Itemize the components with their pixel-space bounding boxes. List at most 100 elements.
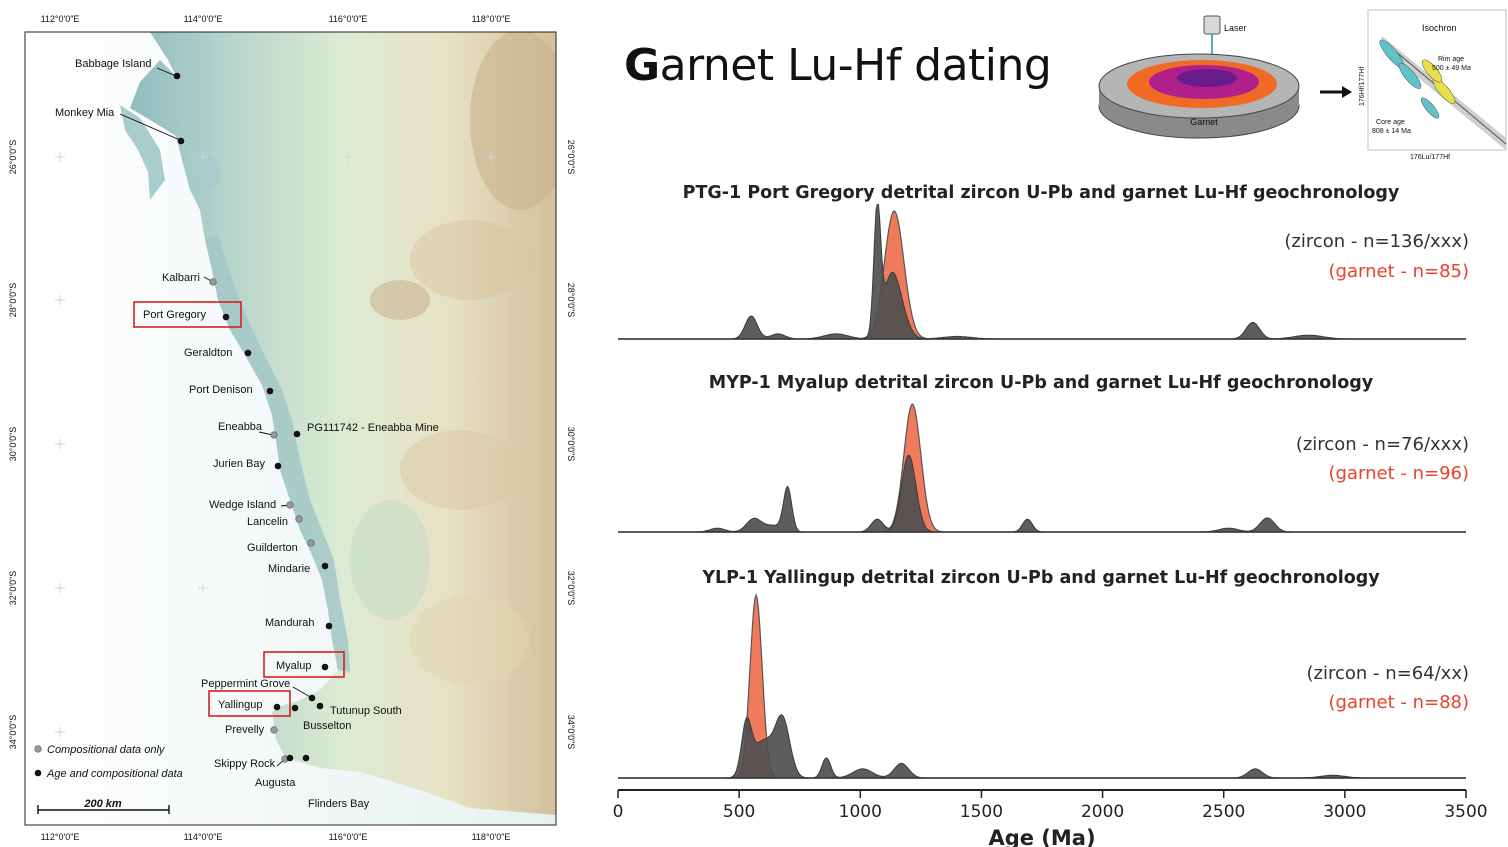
lat-tick-left: 26°0'0"S — [8, 140, 18, 175]
garnet-count: (garnet - n=88) — [1329, 692, 1469, 713]
core-age-value: 808 ± 14 Ma — [1372, 128, 1411, 135]
site-label: Mandurah — [265, 617, 315, 629]
density-panel-ptg1: PTG-1 Port Gregory detrital zircon U-Pb … — [618, 183, 1469, 340]
scale-label: 200 km — [83, 798, 122, 810]
site-label: Augusta — [255, 777, 296, 789]
site-label: Kalbarri — [162, 272, 200, 284]
zircon-count: (zircon - n=76/xxx) — [1296, 434, 1469, 455]
site-dot-myalup — [321, 663, 329, 671]
panel-title: PTG-1 Port Gregory detrital zircon U-Pb … — [683, 183, 1400, 203]
site-label: Myalup — [276, 660, 311, 672]
site-label: PG111742 - Eneabba Mine — [307, 422, 439, 434]
zircon-density-curve — [618, 714, 1466, 779]
site-dot-kalbarri — [209, 278, 217, 286]
legend-grey-dot — [34, 745, 42, 753]
legend-black-label: Age and compositional data — [46, 768, 183, 780]
arrow-head — [1342, 86, 1352, 98]
legend-black-dot — [34, 769, 42, 777]
lon-tick-top: 112°0'0"E — [41, 14, 80, 24]
slide-title: Garnet Lu-Hf dating — [624, 40, 1052, 91]
title-initial: G — [624, 40, 660, 91]
x-tick-label: 2500 — [1202, 802, 1245, 822]
lu-hf-method-inset: Laser Garnet Isochron Rim age 500 ± 49 M… — [1098, 9, 1507, 161]
site-label: Monkey Mia — [55, 107, 115, 119]
core-ellipse — [1420, 97, 1440, 119]
isochron-y-label: 176Hf/177Hf — [1359, 67, 1366, 106]
x-tick-label: 3500 — [1444, 802, 1487, 822]
site-label: Port Gregory — [143, 309, 206, 321]
lat-tick-left: 28°0'0"S — [8, 283, 18, 318]
site-dot-prevelly — [270, 726, 278, 734]
laser-label: Laser — [1224, 23, 1247, 33]
density-panel-myp1: MYP-1 Myalup detrital zircon U-Pb and ga… — [618, 373, 1469, 533]
site-location-map: 112°0'0"E 114°0'0"E 116°0'0"E 118°0'0"E … — [8, 14, 576, 842]
site-dot-geraldton — [244, 349, 252, 357]
lat-tick-right: 28°0'0"S — [566, 283, 576, 318]
site-dot-busselton — [291, 704, 299, 712]
site-dot-lancelin — [295, 515, 303, 523]
garnet-count: (garnet - n=96) — [1329, 463, 1469, 484]
lat-tick-right: 26°0'0"S — [566, 140, 576, 175]
site-label: Peppermint Grove — [201, 678, 290, 690]
rim-age-label: Rim age — [1438, 56, 1464, 63]
site-label: Prevelly — [225, 724, 265, 736]
site-label: Tutunup South — [330, 705, 402, 717]
lat-tick-right: 34°0'0"S — [566, 715, 576, 750]
lon-tick-top: 118°0'0"E — [472, 14, 511, 24]
x-tick-label: 3000 — [1323, 802, 1366, 822]
site-label: Eneabba — [218, 421, 263, 433]
legend-grey-label: Compositional data only — [47, 744, 166, 756]
upland-region — [470, 32, 556, 210]
upland-region — [400, 430, 520, 510]
site-label: Yallingup — [218, 699, 262, 711]
site-dot-port-denison — [266, 387, 274, 395]
lat-tick-left: 32°0'0"S — [8, 571, 18, 606]
site-dot-mandurah — [325, 622, 333, 630]
site-dot-flinders-bay — [302, 754, 310, 762]
x-tick-label: 2000 — [1081, 802, 1124, 822]
site-dot-eneabba — [270, 431, 278, 439]
lon-tick-top: 114°0'0"E — [184, 14, 223, 24]
coastal-plain — [205, 235, 350, 672]
garnet-inner — [1177, 69, 1237, 87]
panel-title: YLP-1 Yallingup detrital zircon U-Pb and… — [701, 568, 1380, 588]
map-frame — [24, 31, 557, 826]
site-dot-mindarie — [321, 562, 329, 570]
x-axis: 0 500 1000 1500 2000 2500 3000 3500 Age (Ma) — [613, 789, 1488, 847]
site-dot-guilderton — [307, 539, 315, 547]
rim-ellipse — [1421, 59, 1443, 83]
upland-region — [410, 595, 530, 685]
upland-region — [350, 500, 430, 620]
peninsula — [120, 105, 165, 200]
isochron-title: Isochron — [1422, 23, 1457, 33]
site-dot-tutunup-south — [316, 702, 324, 710]
x-tick-label: 1000 — [839, 802, 882, 822]
site-dot-babbage-island — [173, 72, 181, 80]
map-panel: 112°0'0"E 114°0'0"E 116°0'0"E 118°0'0"E … — [0, 0, 600, 847]
lon-tick-bottom: 116°0'0"E — [329, 832, 368, 842]
lat-tick-left: 30°0'0"S — [8, 427, 18, 462]
highlight-box-yallingup — [208, 690, 291, 717]
site-label: Flinders Bay — [308, 798, 370, 810]
laser-icon — [1203, 15, 1221, 35]
site-dot-jurien-bay — [274, 462, 282, 470]
graticule — [55, 152, 496, 737]
x-tick-label: 0 — [613, 802, 624, 822]
site-label: Babbage Island — [75, 58, 151, 70]
upland-region — [410, 220, 530, 300]
x-tick-label: 500 — [723, 802, 755, 822]
zircon-count: (zircon - n=136/xxx) — [1284, 231, 1469, 252]
site-labels: Babbage Island Monkey Mia Kalbarri Port … — [55, 58, 439, 810]
site-dot-port-gregory — [222, 313, 230, 321]
site-label: Mindarie — [268, 563, 310, 575]
highlight-box-port-gregory — [133, 301, 242, 328]
upland-region — [370, 280, 430, 320]
site-dot-peppermint-grove — [308, 694, 316, 702]
site-label: Lancelin — [247, 516, 288, 528]
site-markers — [173, 72, 333, 763]
lat-tick-right: 32°0'0"S — [566, 571, 576, 606]
lon-tick-bottom: 112°0'0"E — [41, 832, 80, 842]
highlight-box-myalup — [263, 651, 345, 678]
map-legend: Compositional data only Age and composit… — [34, 744, 183, 780]
zircon-count: (zircon - n=64/xx) — [1306, 663, 1469, 684]
